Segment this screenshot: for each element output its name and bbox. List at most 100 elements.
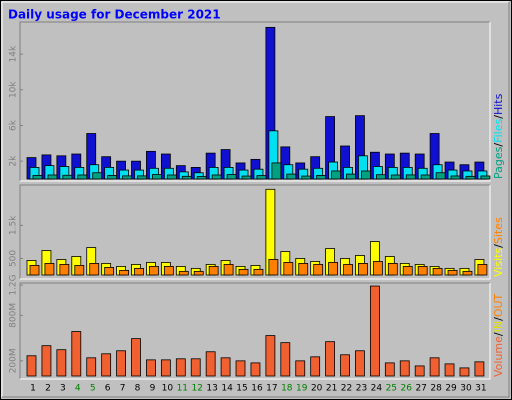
bar <box>343 264 353 276</box>
bar <box>283 262 294 276</box>
bar <box>86 357 97 377</box>
panel <box>20 22 490 181</box>
x-tick-label: 22 <box>341 384 352 394</box>
bar <box>280 342 291 377</box>
legend-separator: / <box>492 115 505 119</box>
bar <box>432 267 443 276</box>
bar <box>44 263 55 276</box>
legend-entry: IN <box>492 321 505 332</box>
bar <box>175 358 186 377</box>
bar <box>181 175 192 180</box>
x-tick-label: 1 <box>30 384 36 394</box>
x-tick-label: 17 <box>266 384 277 394</box>
bar <box>462 270 473 276</box>
x-tick-label: 30 <box>460 384 472 394</box>
bar <box>405 174 416 180</box>
legend-separator: / <box>492 244 505 248</box>
bar <box>134 267 144 276</box>
bar <box>268 259 279 276</box>
panel-bevel <box>20 22 491 182</box>
bar <box>295 360 306 377</box>
y-tick-label: 200M <box>9 348 19 373</box>
y-tick-label: 14k <box>9 45 19 62</box>
legend-entry: Files <box>492 118 505 142</box>
bar <box>220 357 231 377</box>
x-tick-label: 15 <box>236 384 247 394</box>
bar <box>447 269 458 276</box>
bar <box>313 264 324 276</box>
bar <box>47 174 58 180</box>
bar <box>265 335 276 377</box>
bar <box>74 265 85 276</box>
bar <box>29 265 40 276</box>
legend: Volume/IN/OUT <box>492 293 505 377</box>
x-tick-label: 3 <box>60 384 66 394</box>
panel-bevel <box>20 283 491 380</box>
bar <box>193 270 204 276</box>
bar <box>435 172 446 180</box>
bar <box>56 349 67 377</box>
bar <box>450 175 461 180</box>
x-tick-label: 11 <box>177 384 188 394</box>
y-tick-label: 10k <box>9 81 19 98</box>
bar <box>92 172 103 180</box>
legend-entry: Volume <box>492 336 505 377</box>
bar <box>163 265 174 276</box>
x-tick-label: 2 <box>45 384 51 394</box>
bar <box>196 176 207 180</box>
bar <box>235 360 246 377</box>
bar <box>241 175 252 180</box>
bar <box>390 174 401 180</box>
bar <box>298 263 309 276</box>
x-tick-label: 13 <box>206 384 217 394</box>
bar <box>89 263 100 276</box>
bar <box>77 174 88 180</box>
y-tick-label: 800M <box>9 303 19 328</box>
panel-bevel <box>20 185 491 280</box>
bar <box>32 175 43 180</box>
bar <box>316 175 327 180</box>
bar <box>369 285 380 377</box>
bar <box>429 357 440 377</box>
legend-separator: / <box>492 332 505 336</box>
bar <box>325 341 336 377</box>
bar <box>152 174 162 180</box>
legend-separator: / <box>492 317 505 321</box>
bar <box>310 356 321 377</box>
x-tick-label: 4 <box>75 384 81 394</box>
x-tick-label: 23 <box>356 384 367 394</box>
bar <box>41 345 52 377</box>
legend: Pages/Files/Hits <box>492 93 505 179</box>
panel-bevel <box>19 282 490 379</box>
bar <box>101 353 112 377</box>
y-tick-label: 1.2G <box>9 274 19 295</box>
x-tick-label: 20 <box>311 384 323 394</box>
x-tick-label: 9 <box>150 384 156 394</box>
panel-bevel <box>19 21 490 181</box>
bar <box>358 263 368 276</box>
x-tick-label: 6 <box>105 384 111 394</box>
x-tick-label: 27 <box>415 384 426 394</box>
bar <box>208 265 219 276</box>
x-tick-label: 7 <box>120 384 126 394</box>
bar <box>253 268 264 276</box>
bar <box>131 338 141 377</box>
legend-entry: Sites <box>492 217 505 244</box>
bar <box>226 174 237 180</box>
x-tick-label: 21 <box>326 384 337 394</box>
bar <box>178 270 189 276</box>
bar <box>223 264 234 276</box>
chart-title: Daily usage for December 2021 <box>8 8 221 22</box>
bar <box>328 262 339 276</box>
legend-entry: Hits <box>492 93 505 115</box>
bar <box>116 350 126 377</box>
bar <box>62 174 73 180</box>
x-tick-label: 29 <box>445 384 457 394</box>
bar <box>387 263 398 276</box>
bar <box>346 173 356 180</box>
y-tick-label: 500 <box>9 250 19 267</box>
bar <box>355 350 365 377</box>
bar <box>420 174 431 180</box>
